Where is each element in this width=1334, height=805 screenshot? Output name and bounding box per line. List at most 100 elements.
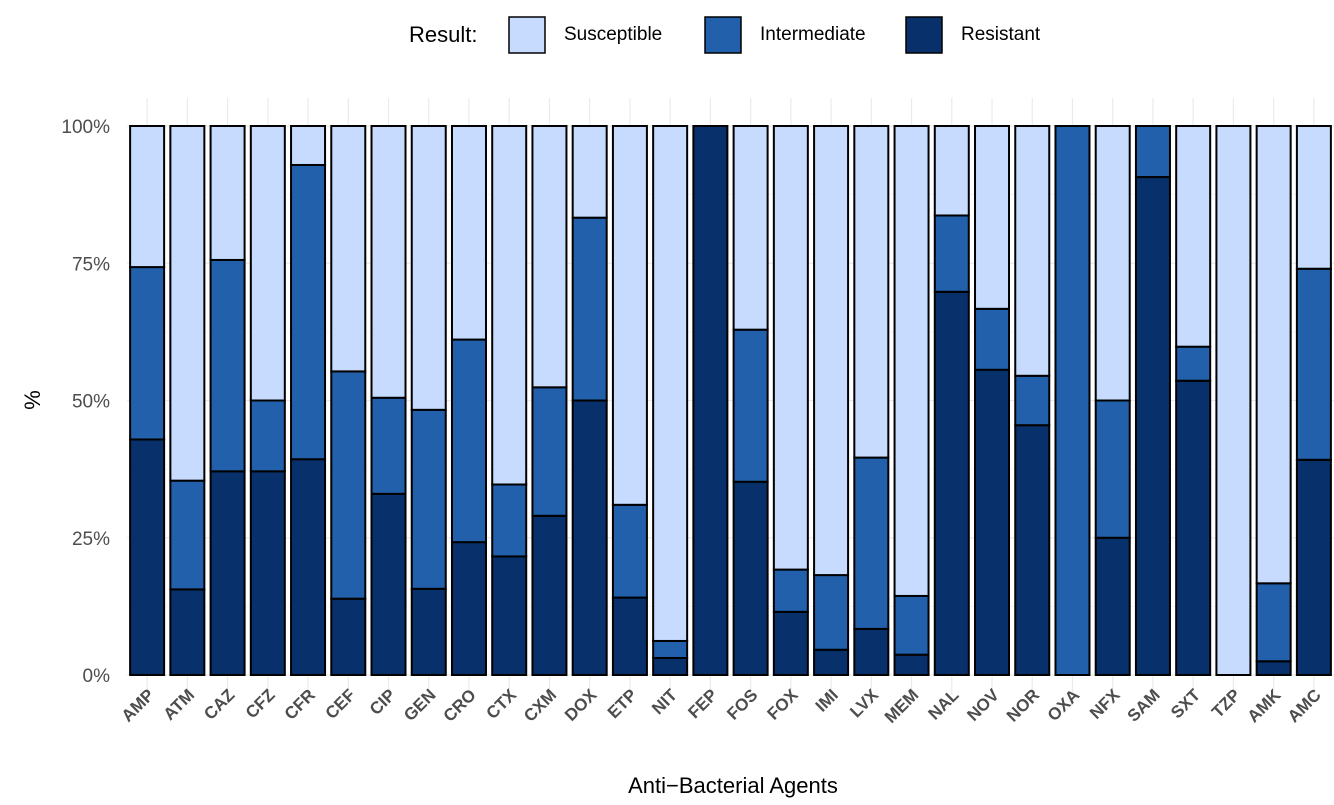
bar-intermediate-mem [893, 594, 930, 656]
bar-susceptible-nal [933, 125, 970, 217]
bar-intermediate-atm [169, 479, 206, 591]
bar-intermediate-oxa [1054, 125, 1091, 676]
bar-intermediate-nfx [1094, 399, 1131, 539]
bar-intermediate-cfr [290, 163, 327, 461]
bar-intermediate-sam [1134, 125, 1171, 179]
bar-intermediate-nov [974, 307, 1011, 371]
bar-resistant-dox [571, 399, 608, 676]
bar-intermediate-amk [1255, 582, 1292, 663]
x-tick-label: FOS [723, 685, 761, 723]
bar-resistant-cfr [290, 458, 327, 677]
bar-susceptible-cxm [531, 125, 568, 389]
legend-label-resistant: Resistant [961, 24, 1041, 45]
bar-intermediate-cip [370, 396, 407, 495]
y-axis-ticks: 0% 25% 50% 75% 100% [61, 117, 110, 687]
bar-susceptible-caz [209, 125, 246, 261]
bar-intermediate-sxt [1175, 345, 1212, 382]
bars [129, 125, 1332, 677]
bar-susceptible-atm [169, 125, 206, 482]
x-tick-label: CXM [520, 685, 560, 725]
bar-resistant-nov [974, 368, 1011, 676]
bar-susceptible-cfz [249, 125, 286, 402]
x-tick-label: AMK [1244, 685, 1285, 726]
x-tick-label: FOX [764, 685, 803, 724]
x-tick-label: ATM [160, 685, 199, 724]
bar-resistant-caz [209, 470, 246, 677]
bar-susceptible-nfx [1094, 125, 1131, 402]
x-tick-label: CIP [366, 685, 399, 718]
bar-susceptible-cfr [290, 125, 327, 166]
x-tick-label: NIT [648, 685, 681, 718]
legend-label-intermediate: Intermediate [760, 24, 866, 45]
bar-intermediate-ctx [491, 483, 528, 558]
bar-resistant-etp [611, 596, 648, 676]
x-tick-label: CTX [483, 685, 521, 723]
bar-resistant-cro [450, 541, 487, 677]
x-tick-label: MEM [881, 685, 922, 726]
bar-susceptible-cip [370, 125, 407, 399]
bar-susceptible-cro [450, 125, 487, 341]
x-tick-label: NAL [924, 685, 962, 723]
y-axis-title: % [20, 390, 45, 410]
bar-resistant-imi [813, 648, 850, 676]
bar-resistant-amk [1255, 660, 1292, 677]
x-tick-label: NFX [1086, 685, 1124, 723]
x-tick-label: SXT [1167, 685, 1204, 722]
y-tick-label: 0% [83, 666, 111, 687]
bar-susceptible-fos [732, 125, 769, 331]
x-axis-ticks: AMP ATM CAZ CFZ CFR CEF CIP GEN CRO CTX CXM DOX ETP N… [118, 685, 1325, 727]
bar-intermediate-etp [611, 503, 648, 599]
x-tick-label: LVX [846, 685, 882, 721]
bar-resistant-amp [129, 438, 166, 676]
x-tick-label: CRO [440, 685, 480, 725]
x-tick-label: DOX [561, 685, 601, 725]
y-tick-label: 25% [72, 529, 110, 550]
bar-susceptible-amc [1295, 125, 1332, 270]
bar-resistant-cef [330, 597, 367, 677]
y-tick-label: 75% [72, 254, 110, 275]
legend-key-intermediate [704, 16, 742, 54]
bar-resistant-atm [169, 588, 206, 677]
bar-intermediate-imi [813, 574, 850, 651]
bar-resistant-nfx [1094, 536, 1131, 676]
bar-susceptible-nor [1014, 125, 1051, 377]
x-tick-label: FEP [684, 685, 721, 722]
x-tick-label: AMP [118, 685, 158, 725]
bar-susceptible-nit [652, 125, 689, 642]
bar-resistant-fos [732, 480, 769, 677]
legend-key-resistant [905, 16, 943, 54]
bar-intermediate-nit [652, 639, 689, 659]
x-tick-label: GEN [400, 685, 439, 724]
bar-susceptible-dox [571, 125, 608, 219]
x-axis-title: Anti−Bacterial Agents [628, 773, 838, 798]
bar-resistant-amc [1295, 458, 1332, 676]
bar-intermediate-gen [410, 408, 447, 590]
bar-resistant-sxt [1175, 379, 1212, 676]
bar-susceptible-lvx [853, 125, 890, 459]
bar-intermediate-cfz [249, 399, 286, 473]
bar-susceptible-mem [893, 125, 930, 597]
x-tick-label: IMI [812, 685, 842, 715]
x-tick-label: TZP [1208, 685, 1244, 721]
bar-resistant-cip [370, 492, 407, 676]
bar-intermediate-fos [732, 328, 769, 483]
bar-resistant-ctx [491, 555, 528, 677]
bar-intermediate-nor [1014, 374, 1051, 427]
x-tick-label: NOR [1003, 685, 1043, 725]
bar-intermediate-cro [450, 338, 487, 544]
bar-susceptible-tzp [1215, 125, 1252, 676]
bar-resistant-fox [772, 610, 809, 676]
legend-title: Result: [409, 22, 477, 47]
bar-susceptible-fox [772, 125, 809, 571]
bar-susceptible-cef [330, 125, 367, 373]
bar-susceptible-gen [410, 125, 447, 411]
bar-resistant-cxm [531, 514, 568, 676]
bar-resistant-nit [652, 656, 689, 677]
bar-susceptible-amk [1255, 125, 1292, 585]
bar-resistant-fep [692, 125, 729, 676]
bar-intermediate-cxm [531, 386, 568, 517]
bar-resistant-mem [893, 653, 930, 677]
bar-susceptible-imi [813, 125, 850, 577]
legend-key-susceptible [508, 16, 546, 54]
